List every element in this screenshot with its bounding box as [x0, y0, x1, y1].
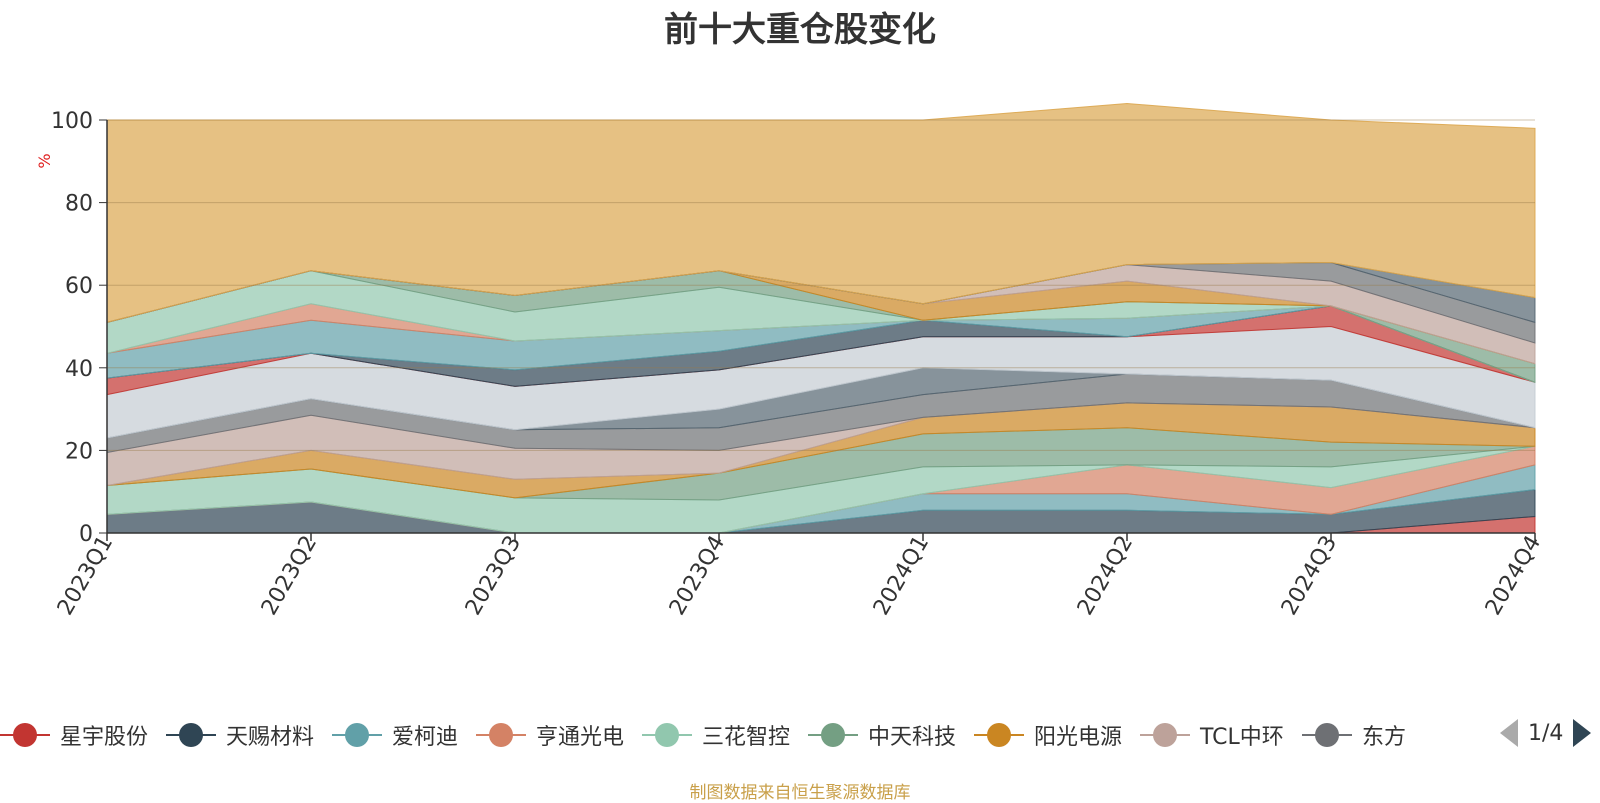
- legend-swatch-icon: [1302, 718, 1352, 752]
- y-tick-label: 60: [65, 274, 93, 299]
- legend-swatch-icon: [974, 718, 1024, 752]
- legend-label: 星宇股份: [60, 725, 149, 750]
- x-tick-label: 2023Q2: [257, 532, 322, 620]
- x-tick-label: 2024Q2: [1073, 532, 1138, 620]
- legend-label: 亨通光电: [536, 725, 625, 750]
- legend-item-4[interactable]: 三花智控: [642, 718, 790, 752]
- legend-swatch-icon: [642, 718, 692, 752]
- area-series-21: [106, 102, 1536, 324]
- legend-item-5[interactable]: 中天科技: [808, 718, 956, 752]
- legend-pager: 1/4: [1500, 716, 1592, 750]
- legend-item-0[interactable]: 星宇股份: [0, 718, 148, 752]
- x-tick-label: 2023Q4: [665, 532, 730, 620]
- y-axis-label: %: [35, 153, 54, 168]
- legend-item-8[interactable]: 东方: [1302, 718, 1406, 752]
- y-tick-label: 0: [79, 522, 93, 547]
- legend-swatch-icon: [166, 718, 216, 752]
- legend-item-3[interactable]: 亨通光电: [476, 718, 624, 752]
- legend-prev-page-icon[interactable]: [1500, 719, 1518, 747]
- grid-lines: [107, 119, 1535, 451]
- y-tick-label: 20: [65, 439, 93, 464]
- legend-item-6[interactable]: 阳光电源: [974, 718, 1122, 752]
- legend-label: 天赐材料: [226, 725, 315, 750]
- legend-item-2[interactable]: 爱柯迪: [332, 718, 458, 752]
- legend-swatch-icon: [1140, 718, 1190, 752]
- legend-items: 星宇股份 天赐材料 爱柯迪 亨通光电 三花智控 中天科技 阳光电源 TCL中环 东方: [0, 718, 1480, 752]
- x-tick-label: 2024Q4: [1481, 532, 1546, 620]
- legend-swatch-icon: [332, 718, 382, 752]
- legend-label: 东方: [1362, 725, 1407, 750]
- legend-next-page-icon[interactable]: [1573, 719, 1592, 747]
- legend-item-1[interactable]: 天赐材料: [166, 718, 314, 752]
- legend-item-7[interactable]: TCL中环: [1140, 718, 1284, 752]
- y-tick-label: 40: [65, 357, 93, 382]
- y-tick-label: 100: [51, 109, 93, 134]
- legend-swatch-icon: [476, 718, 526, 752]
- legend-swatch-icon: [808, 718, 858, 752]
- legend-label: TCL中环: [1200, 725, 1284, 750]
- legend-swatch-icon: [0, 718, 50, 752]
- legend-label: 中天科技: [868, 725, 957, 750]
- x-tick-label: 2024Q1: [869, 532, 934, 620]
- legend-label: 阳光电源: [1034, 725, 1123, 750]
- legend-page-indicator: 1/4: [1528, 720, 1564, 746]
- chart-title: 前十大重仓股变化: [664, 10, 936, 50]
- source-note: 制图数据来自恒生聚源数据库: [689, 783, 911, 803]
- legend: 星宇股份 天赐材料 爱柯迪 亨通光电 三花智控 中天科技 阳光电源 TCL中环 东方: [0, 718, 1600, 752]
- series-areas: [106, 102, 1536, 534]
- legend-label: 爱柯迪: [392, 725, 459, 750]
- legend-label: 三花智控: [702, 725, 791, 750]
- y-tick-label: 80: [65, 192, 93, 217]
- x-tick-label: 2023Q3: [461, 532, 526, 620]
- x-tick-label: 2024Q3: [1277, 532, 1342, 620]
